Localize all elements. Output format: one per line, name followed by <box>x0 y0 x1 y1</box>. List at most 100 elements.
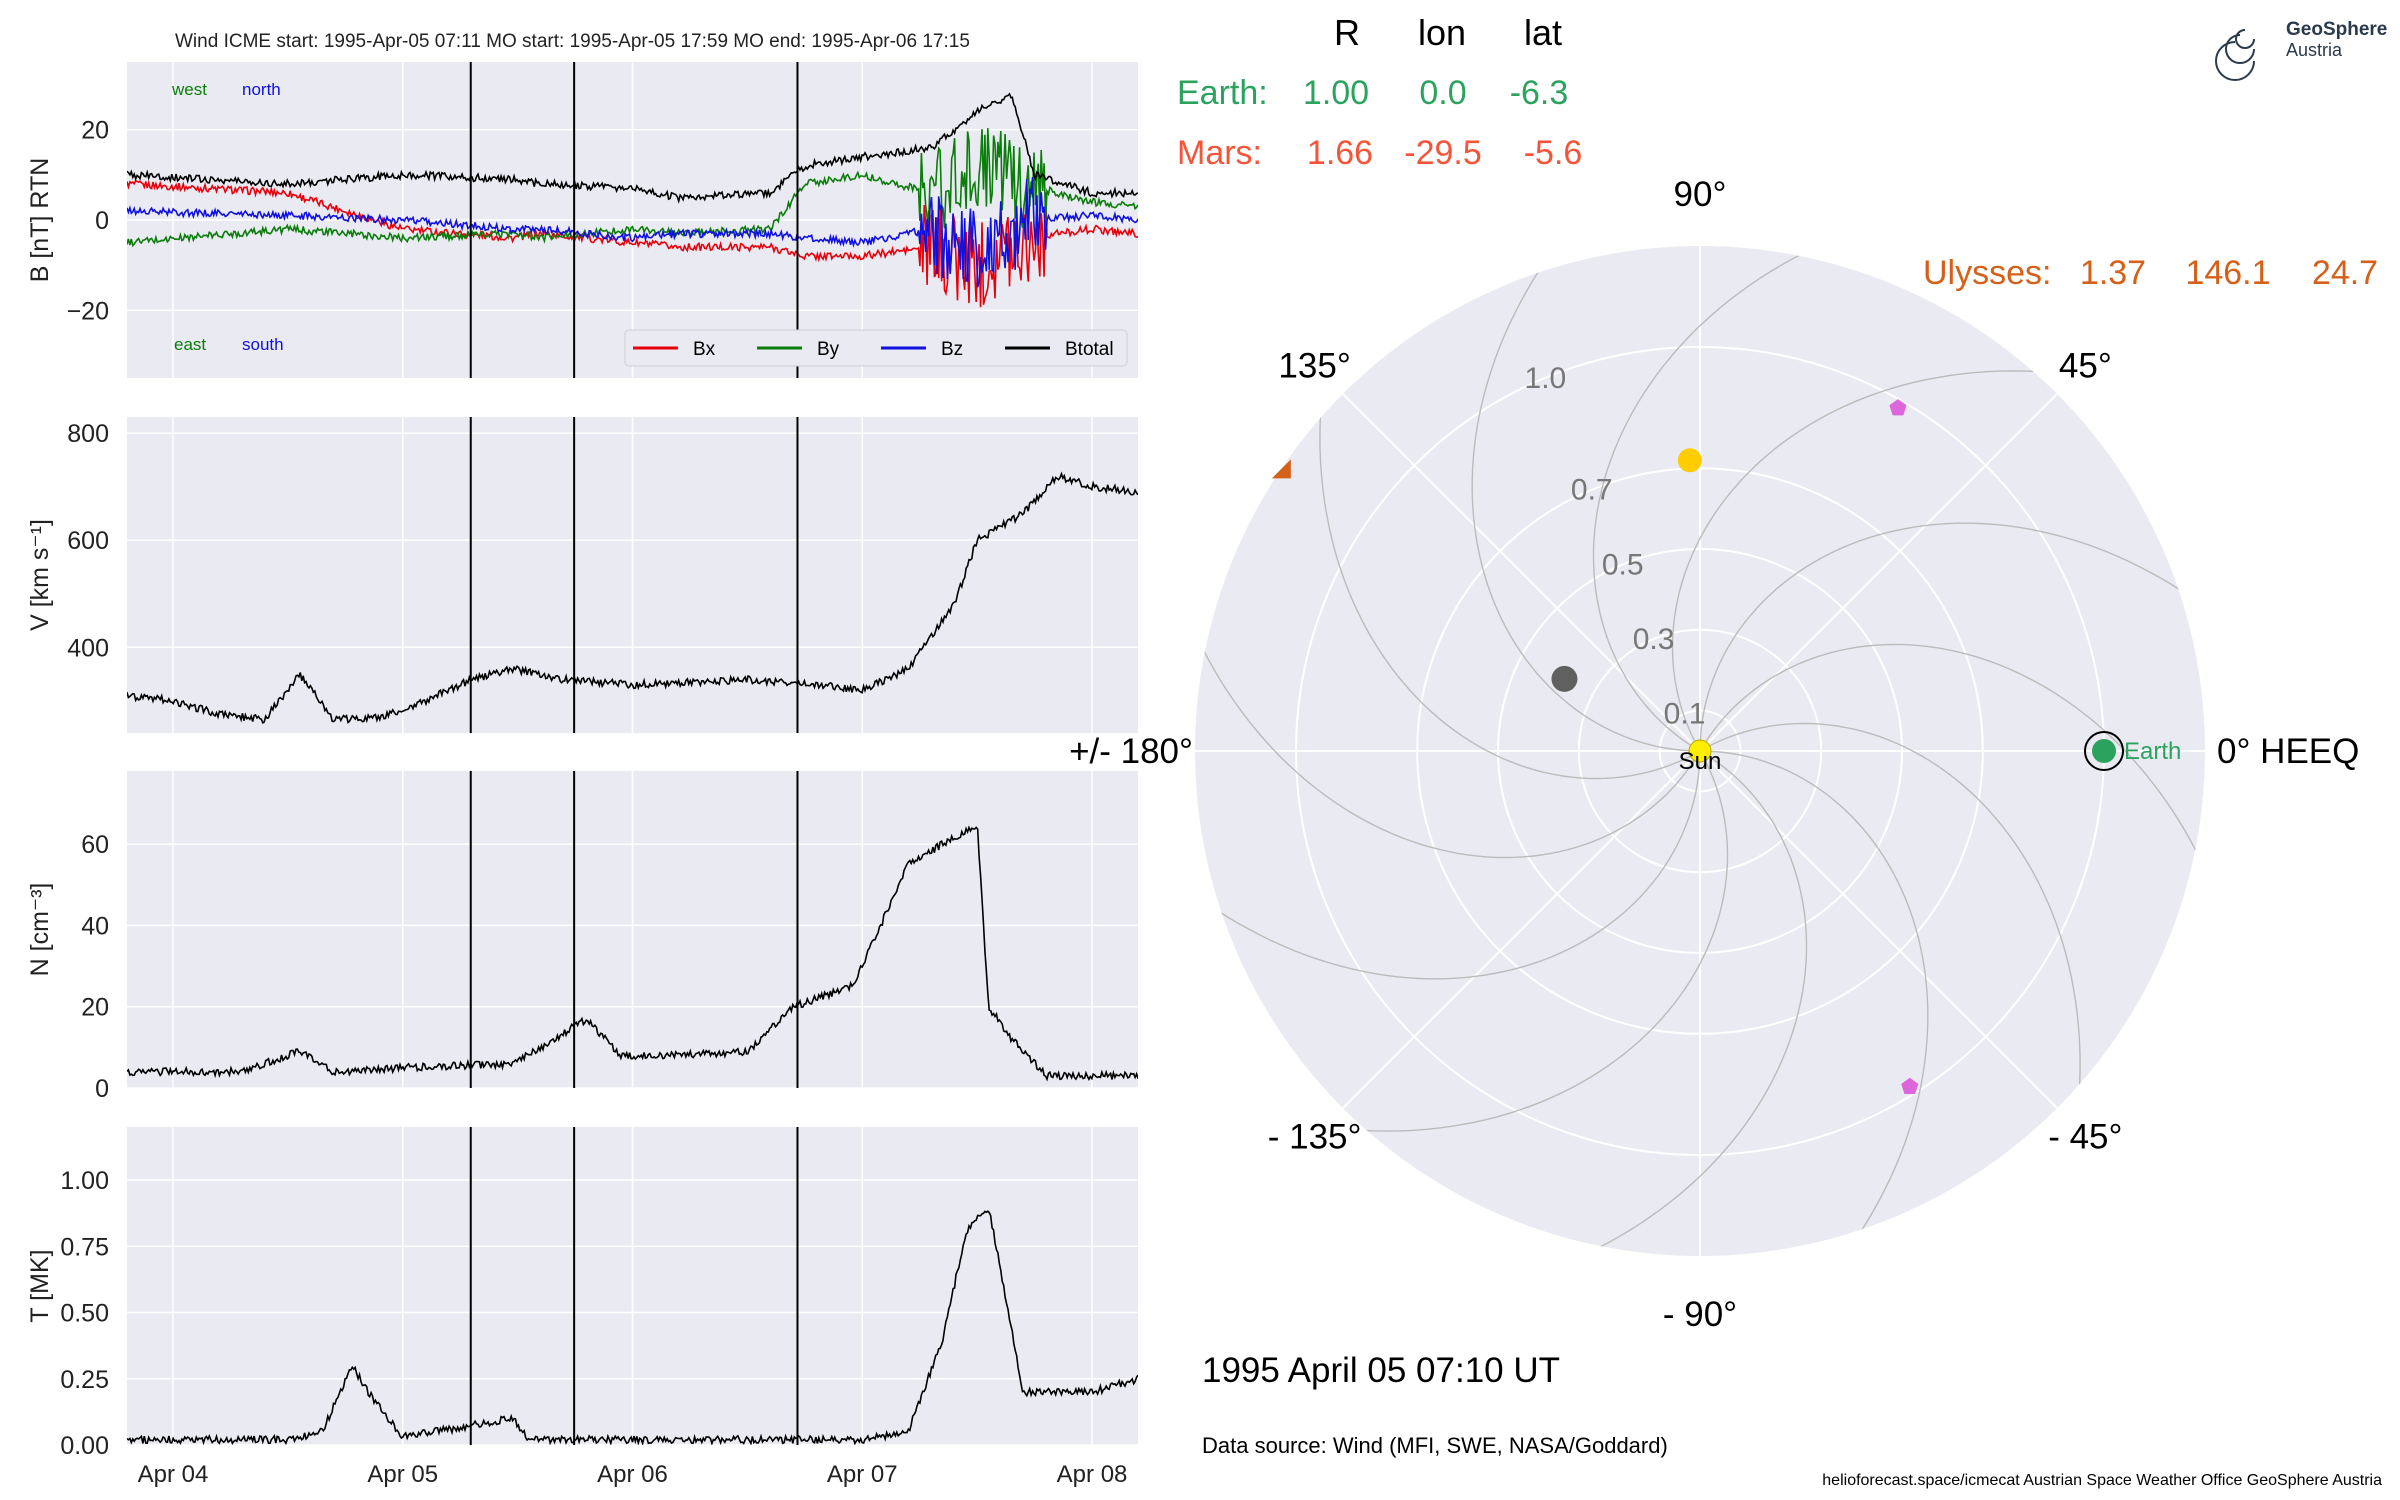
angular-tick-label: - 135° <box>1268 1117 1362 1156</box>
ulysses-marker <box>1271 459 1291 479</box>
x-tick-label: Apr 06 <box>597 1461 668 1488</box>
series-group <box>127 92 1138 308</box>
parker-spiral-line <box>1471 246 1731 752</box>
y-tick-label: 0.00 <box>60 1432 109 1460</box>
panel-title: Wind ICME start: 1995-Apr-05 07:11 MO st… <box>175 31 970 52</box>
ulysses-name: Ulysses: <box>1923 254 2051 292</box>
series-line-data <box>127 1210 1138 1445</box>
y-tick-label: 400 <box>67 634 109 662</box>
parker-spiral-line <box>1195 397 1701 859</box>
series-line-bx <box>127 179 1138 308</box>
mars-lat: -5.6 <box>1524 134 1583 172</box>
legend-btotal-label: Btotal <box>1065 339 1114 360</box>
series-line-bz <box>127 177 1138 288</box>
angular-tick-label: +/- 180° <box>1069 732 1193 771</box>
y-axis-label: V [km s⁻¹] <box>26 519 54 631</box>
geosphere-logo: GeoSphere Austria <box>2215 19 2387 81</box>
series-group <box>127 1210 1138 1445</box>
angular-tick-label: - 90° <box>1663 1295 1737 1334</box>
earth-r: 1.00 <box>1303 74 1369 112</box>
spacecraft-marker <box>1889 399 1907 416</box>
angular-gridline <box>1342 750 1701 1109</box>
y-tick-label: 60 <box>81 831 109 859</box>
series-group <box>127 825 1138 1082</box>
timestamp: 1995 April 05 07:10 UT <box>1202 1351 1560 1390</box>
annotation-west: west <box>171 80 207 99</box>
spacecraft-marker <box>1901 1077 1919 1094</box>
earth-lon: 0.0 <box>1419 74 1466 112</box>
radial-tick-label: 1.0 <box>1525 362 1567 395</box>
y-axis-label: N [cm⁻³] <box>26 883 54 977</box>
panel-2: 60 40 20 0 N [cm⁻³] <box>26 771 1138 1103</box>
inner-planet-marker <box>1551 665 1578 692</box>
annotation-south: south <box>242 335 284 354</box>
y-tick-label: 600 <box>67 527 109 555</box>
series-line-data <box>127 825 1138 1082</box>
series-line-by <box>127 128 1138 248</box>
angular-gridline <box>1699 393 2058 752</box>
y-tick-label: 0 <box>95 207 109 235</box>
y-axis-label: T [MK] <box>26 1249 54 1322</box>
time-series-panels: 20 0 −20 B [nT] RTN 800 600 400 V [km s⁻¹] 60 40 2… <box>26 62 1138 1488</box>
logo-swirl-icon <box>2215 29 2255 81</box>
angular-tick-label: 45° <box>2059 347 2112 386</box>
panel-3: 1.00 0.75 0.50 0.25 0.00 T [MK] <box>26 1127 1138 1460</box>
y-tick-label: −20 <box>67 297 109 325</box>
angular-tick-label: - 45° <box>2048 1117 2122 1156</box>
mars-lon: -29.5 <box>1404 134 1482 172</box>
x-tick-label: Apr 05 <box>367 1461 438 1488</box>
earth-lat: -6.3 <box>1510 74 1569 112</box>
parker-spiral-line <box>1346 750 1808 1256</box>
parker-spiral-line <box>1699 522 2205 782</box>
y-axis-label: B [nT] RTN <box>26 158 54 283</box>
angular-tick-label: 90° <box>1674 175 1727 214</box>
ulysses-lat: 24.7 <box>2312 254 2378 292</box>
radial-tick-label: 0.7 <box>1571 474 1613 507</box>
panel-0: 20 0 −20 B [nT] RTN <box>26 62 1138 378</box>
legend-by-label: By <box>817 339 840 360</box>
annotation-east: east <box>174 335 206 354</box>
legend-bx-label: Bx <box>693 339 716 360</box>
y-tick-label: 1.00 <box>60 1167 109 1195</box>
sun-marker <box>1688 739 1712 763</box>
mars-r: 1.66 <box>1307 134 1373 172</box>
position-table: R lon lat Earth: 1.00 0.0 -6.3 Mars: 1.6… <box>1177 12 2378 292</box>
x-tick-label: Apr 04 <box>138 1461 209 1488</box>
series-line-data <box>127 471 1138 725</box>
parker-spiral-line <box>1669 750 1929 1256</box>
y-tick-label: 0.75 <box>60 1233 109 1261</box>
radial-tick-label: 0.3 <box>1633 623 1675 656</box>
radial-tick-label: 0.1 <box>1664 698 1706 731</box>
angular-gridline <box>1699 750 2058 1109</box>
logo-subtitle: Austria <box>2286 40 2343 60</box>
x-tick-label: Apr 07 <box>827 1461 898 1488</box>
polar-orbit-plot: 0.1 0.3 0.5 0.7 1.0 0° HEEQ 45° 90° 135° +/- 180°… <box>1069 175 2359 1334</box>
angular-tick-label: 0° HEEQ <box>2217 732 2359 771</box>
earth-marker <box>2092 739 2116 763</box>
y-tick-label: 0.25 <box>60 1366 109 1394</box>
parker-spiral-line <box>1592 246 2054 752</box>
legend-bz-label: Bz <box>941 339 963 360</box>
series-group <box>127 471 1138 725</box>
header-r: R <box>1334 12 1360 53</box>
angular-tick-label: 135° <box>1278 347 1350 386</box>
mars-name: Mars: <box>1177 134 1262 172</box>
ulysses-lon: 146.1 <box>2185 254 2270 292</box>
earth-ring <box>2084 731 2124 771</box>
ulysses-r: 1.37 <box>2080 254 2146 292</box>
footer-credits: helioforecast.space/icmecat Austrian Spa… <box>1822 1472 2382 1489</box>
y-tick-label: 20 <box>81 994 109 1022</box>
y-tick-label: 40 <box>81 912 109 940</box>
angular-gridline <box>1342 393 1701 752</box>
legend-box <box>624 329 1128 367</box>
earth-label: Earth <box>2124 738 2181 765</box>
annotation-north: north <box>242 80 281 99</box>
series-line-btotal <box>127 92 1138 204</box>
panel-1: 800 600 400 V [km s⁻¹] <box>26 417 1138 733</box>
header-lon: lon <box>1418 12 1466 53</box>
y-tick-label: 0.50 <box>60 1300 109 1328</box>
data-source: Data source: Wind (MFI, SWE, NASA/Goddar… <box>1202 1433 1668 1458</box>
earth-name: Earth: <box>1177 74 1268 112</box>
y-tick-label: 800 <box>67 420 109 448</box>
radial-tick-label: 0.5 <box>1602 548 1644 581</box>
